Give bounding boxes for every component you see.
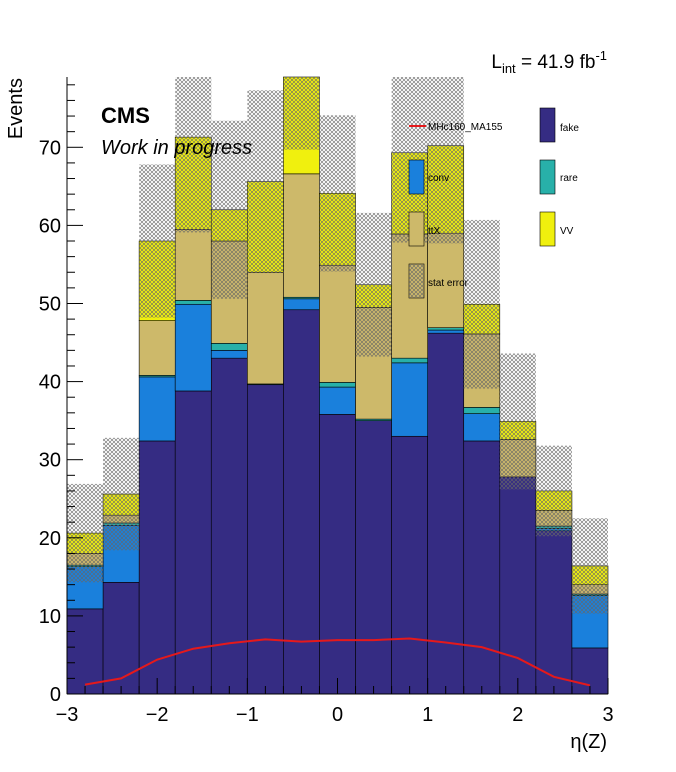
bar-fake: [391, 435, 428, 695]
x-tick-label: −3: [56, 704, 79, 726]
y-axis-label: Events: [5, 78, 27, 139]
stat-error-bin: [571, 518, 608, 614]
x-tick-label: 3: [602, 704, 613, 726]
y-tick-label: 50: [39, 293, 61, 315]
bar-conv: [210, 350, 248, 359]
legend-swatch-rare: [539, 159, 556, 195]
y-tick-label: 40: [39, 372, 61, 394]
stat-error-bin: [247, 90, 284, 274]
cms-sublabel: Work in progress: [101, 137, 252, 159]
lumi-sup: -1: [595, 48, 607, 63]
legend-swatch-vv: [539, 211, 556, 247]
lumi-prefix: L: [491, 52, 502, 73]
legend-label-mhc160-ma155: MHc160_MA155: [428, 122, 503, 133]
bar-fake: [174, 390, 212, 695]
y-tick-label: 20: [39, 528, 61, 550]
bar-fake: [283, 309, 320, 695]
stat-error-bin: [175, 77, 212, 233]
bar-fake: [102, 582, 140, 695]
bar-conv: [283, 298, 320, 311]
y-tick-label: 60: [39, 215, 61, 237]
bar-rare: [319, 382, 356, 388]
bar-fake: [319, 414, 356, 695]
bar-ttx: [138, 320, 176, 376]
legend-swatch-ttx: [408, 211, 425, 247]
bar-conv: [463, 413, 501, 442]
stat-error-bin: [67, 483, 104, 583]
x-tick-label: −1: [236, 704, 259, 726]
bar-rare: [391, 357, 428, 364]
bar-rare: [210, 343, 248, 351]
bar-rare: [427, 327, 465, 331]
y-tick-label: 0: [50, 684, 61, 706]
signal-line: [84, 637, 591, 687]
x-tick-label: 0: [332, 704, 343, 726]
bar-conv: [319, 386, 356, 415]
legend-label-rare: rare: [560, 173, 578, 184]
legend-label-stat-error: stat error: [428, 278, 469, 289]
x-tick-label: 2: [512, 704, 523, 726]
y-tick-label: 30: [39, 450, 61, 472]
bar-ttx: [247, 271, 284, 385]
bar-fake: [247, 384, 284, 695]
legend-label-conv: conv: [428, 173, 449, 184]
bar-fake: [463, 440, 501, 695]
bar-rare: [463, 407, 501, 414]
stat-error-bin: [463, 219, 500, 389]
bar-ttx: [319, 264, 356, 383]
lumi-label: Lint = 41.9 fb-1: [491, 48, 607, 76]
legend-label-ttx: ttX: [428, 226, 441, 237]
stat-error-bin: [427, 77, 464, 244]
bar-fake: [210, 357, 248, 695]
legend-label-vv: VV: [560, 226, 574, 237]
cms-label: CMS: [101, 103, 150, 128]
bar-fake: [499, 476, 537, 695]
legend-swatch-fake: [539, 107, 556, 143]
stat-error-bin: [283, 77, 320, 150]
stat-error-bin: [319, 115, 356, 272]
y-tick-label: 10: [39, 606, 61, 628]
legend-label-fake: fake: [560, 123, 579, 134]
x-axis-label: η(Z): [570, 731, 607, 753]
bar-fake: [427, 332, 465, 695]
x-tick-label: −2: [146, 704, 169, 726]
legend-swatch-stat-error: [409, 264, 424, 298]
bar-fake: [355, 420, 392, 695]
stat-error-bin: [103, 437, 140, 551]
bar-fake: [66, 608, 104, 695]
bar-ttx: [174, 228, 212, 301]
stat-error-band: [67, 77, 608, 614]
y-tick-label: 70: [39, 137, 61, 159]
bar-ttx: [427, 232, 465, 329]
bar-conv: [138, 376, 176, 442]
signal-curve: [84, 637, 591, 687]
bar-conv: [391, 362, 428, 437]
stat-error-bin: [211, 120, 248, 299]
bar-conv: [427, 329, 465, 334]
stat-error-bin: [355, 212, 392, 357]
lumi-middle: = 41.9 fb: [516, 52, 596, 73]
legend-swatch-conv: [408, 159, 425, 195]
stat-error-bin: [139, 164, 176, 318]
bar-ttx: [283, 173, 320, 298]
x-tick-label: 1: [422, 704, 433, 726]
bar-rare: [174, 300, 212, 305]
bar-conv: [174, 303, 212, 392]
lumi-sub: int: [502, 61, 516, 76]
stat-error-bin: [535, 445, 572, 537]
stat-error-bin: [499, 353, 536, 490]
